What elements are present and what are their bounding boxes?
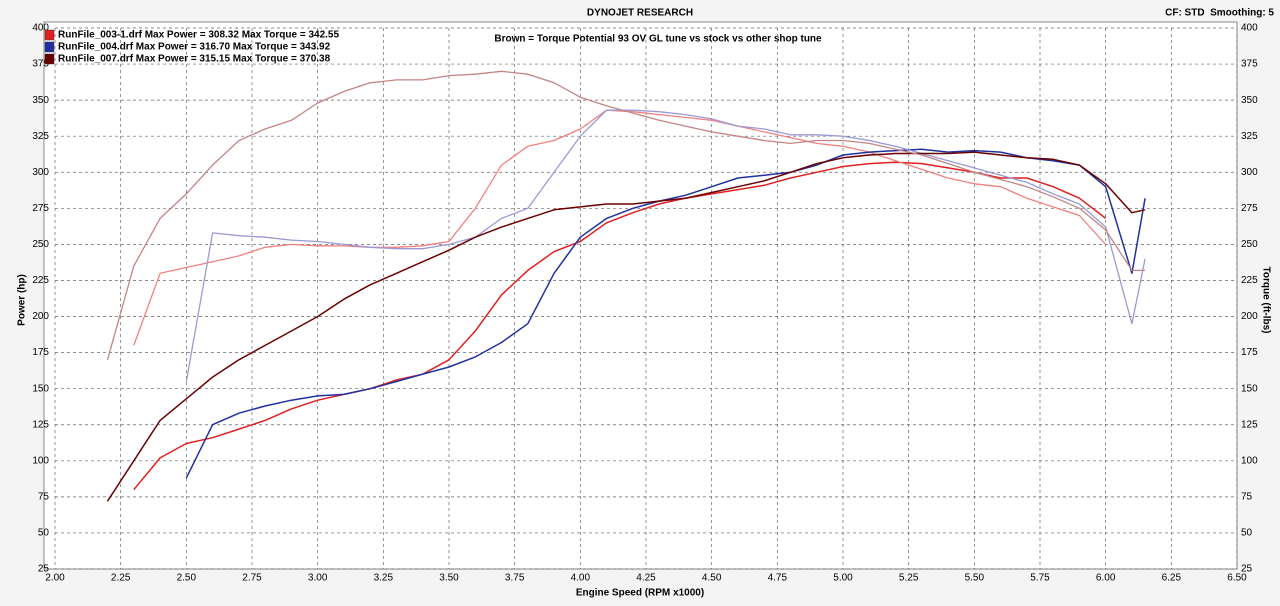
y2-tick-label: 400 [1241,23,1258,34]
y-tick-label: 50 [38,528,50,539]
y2-tick-label: 325 [1241,131,1258,142]
y-tick-label: 225 [32,275,49,286]
x-tick-label: 4.50 [702,573,722,584]
x-tick-label: 6.25 [1162,573,1182,584]
x-tick-label: 5.25 [899,573,919,584]
y-tick-label: 400 [32,23,49,34]
x-tick-label: 3.75 [505,573,525,584]
y2-tick-label: 75 [1241,492,1253,503]
torque-line [106,70,1146,360]
y-tick-label: 25 [38,564,50,575]
y-tick-label: 175 [32,347,49,358]
y-tick-label: 150 [32,383,49,394]
x-tick-label: 3.50 [439,573,459,584]
y-tick-label: 200 [32,311,49,322]
y2-tick-label: 350 [1241,95,1258,106]
x-tick-label: 5.00 [833,573,853,584]
y2-tick-label: 175 [1241,347,1258,358]
x-tick-label: 5.75 [1030,573,1050,584]
y2-tick-label: 300 [1241,167,1258,178]
legend-swatch [44,53,55,65]
x-tick-label: 6.50 [1227,573,1247,584]
y2-tick-label: 100 [1241,455,1258,466]
x-tick-label: 4.00 [571,573,591,584]
y-tick-label: 375 [32,59,49,70]
power-line [133,161,1107,491]
y-tick-label: 250 [32,239,49,250]
x-tick-label: 3.00 [308,573,328,584]
x-tick-label: 2.75 [242,573,262,584]
y2-tick-label: 275 [1241,203,1258,214]
legend-label: RunFile_007.drf Max Power = 315.15 Max T… [58,54,331,65]
y2-tick-label: 50 [1241,528,1253,539]
y-tick-label: 75 [38,492,50,503]
legend-label: RunFile_003-1.drf Max Power = 308.32 Max… [58,30,339,41]
torque-line [133,109,1107,346]
x-tick-label: 2.50 [177,573,197,584]
x-axis-label: Engine Speed (RPM x1000) [576,588,704,599]
y2-tick-label: 225 [1241,275,1258,286]
y-tick-label: 350 [32,95,49,106]
y2-tick-label: 125 [1241,419,1258,430]
y2-tick-label: 25 [1241,564,1253,575]
x-tick-label: 5.50 [965,573,985,584]
x-tick-label: 2.25 [111,573,131,584]
power-line [185,148,1146,479]
y-tick-label: 125 [32,419,49,430]
annotation: Brown = Torque Potential 93 OV GL tune v… [494,34,822,45]
legend-swatch [44,29,55,41]
x-tick-label: 3.25 [374,573,394,584]
y-tick-label: 300 [32,167,49,178]
y2-tick-label: 150 [1241,383,1258,394]
torque-line [185,109,1146,382]
y2-tick-label: 250 [1241,239,1258,250]
y-tick-label: 275 [32,203,49,214]
y2-axis-label: Torque (ft-lbs) [1260,266,1271,333]
y2-tick-label: 200 [1241,311,1258,322]
legend-swatch [44,41,55,53]
x-tick-label: 4.25 [636,573,656,584]
chart-title: DYNOJET RESEARCH [587,8,693,19]
x-tick-label: 2.00 [45,573,65,584]
y-axis-label: Power (hp) [17,274,28,326]
plot-area [43,21,1238,570]
y2-tick-label: 375 [1241,59,1258,70]
x-tick-label: 6.00 [1096,573,1116,584]
x-tick-label: 4.75 [768,573,788,584]
y-tick-label: 100 [32,455,49,466]
legend-label: RunFile_004.drf Max Power = 316.70 Max T… [58,42,331,53]
power-line [106,151,1146,502]
chart-subtitle: CF: STD Smoothing: 5 [1165,8,1274,19]
y-tick-label: 325 [32,131,49,142]
